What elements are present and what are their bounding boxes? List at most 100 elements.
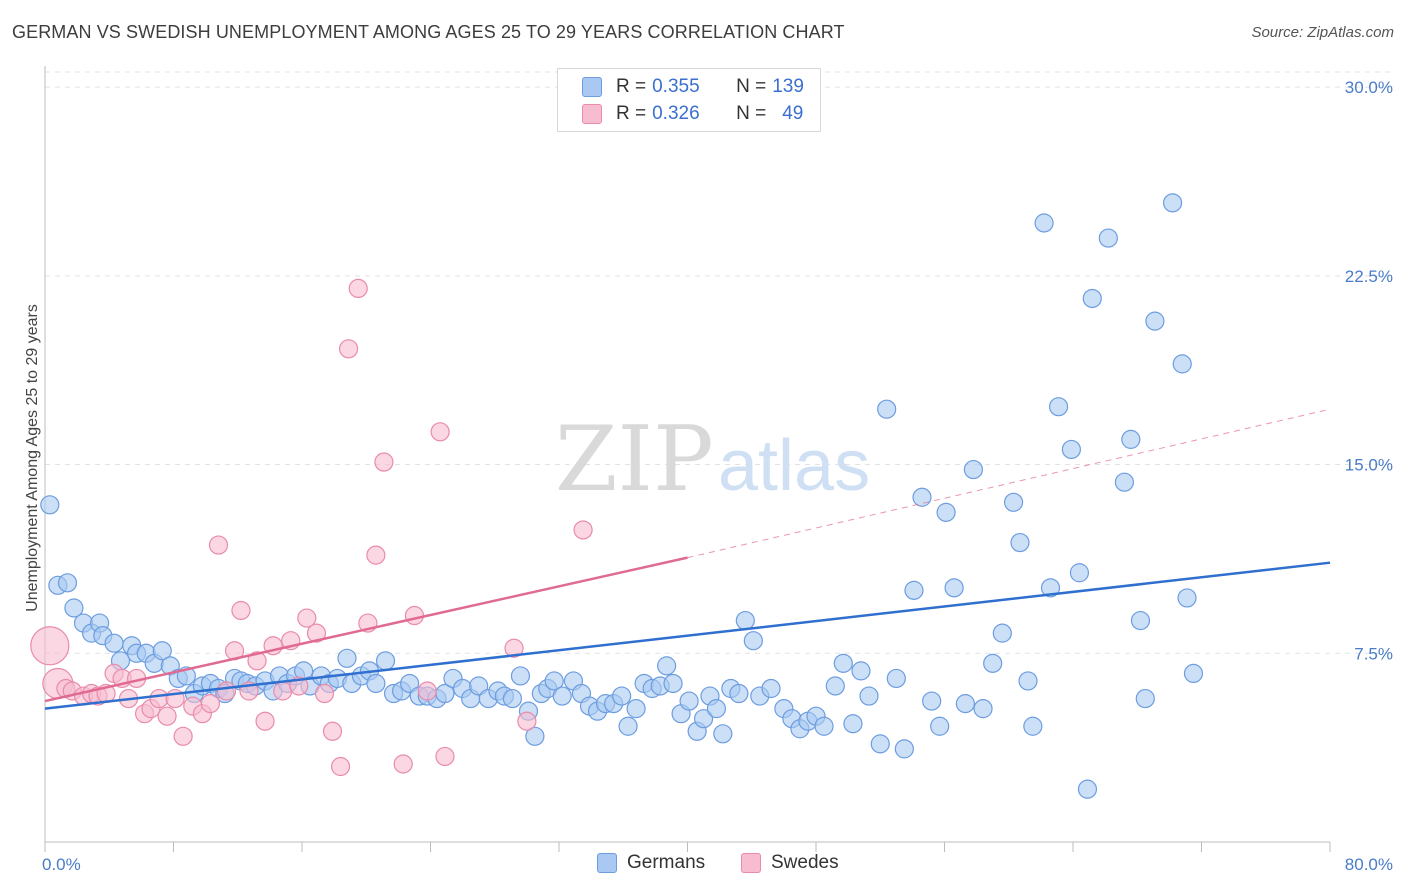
german-point (366, 673, 386, 694)
swede-point (430, 422, 450, 442)
swede-point (573, 520, 593, 540)
german-point (729, 683, 749, 704)
german-point (936, 502, 956, 522)
swedes-trend-line (44, 556, 688, 703)
swede-point (348, 278, 368, 299)
german-point (944, 578, 964, 598)
swede-point (149, 688, 169, 709)
trend-lines (44, 408, 1331, 710)
swede-point (366, 545, 386, 565)
legend-n-label: N = (736, 76, 767, 97)
german-point (833, 653, 853, 673)
german-point (1135, 688, 1155, 709)
german-point (1098, 228, 1118, 248)
legend-n-value: 139 (772, 76, 804, 97)
bottom-legend-swedes: Swedes (741, 852, 839, 874)
german-point (510, 666, 531, 686)
german-point (1034, 213, 1054, 233)
swede-point (273, 681, 293, 701)
german-point (992, 623, 1012, 643)
legend-r-value: 0.355 (652, 76, 700, 97)
swede-point (504, 638, 524, 658)
swede-point (216, 681, 237, 701)
german-point (761, 678, 781, 699)
legend-swatch-swedes (582, 104, 602, 124)
german-point (40, 495, 60, 515)
tick-labels: 7.5% 15.0% 22.5% 30.0% 0.0% 80.0% (42, 78, 1393, 874)
german-point (859, 686, 879, 706)
x-tick-label: 80.0% (1345, 855, 1393, 874)
german-point (612, 686, 632, 706)
german-point (1121, 429, 1141, 449)
german-point (1023, 716, 1043, 736)
swede-point (374, 452, 394, 472)
german-point (693, 709, 714, 729)
legend-r-label: R = (616, 76, 647, 97)
swede-point (200, 694, 221, 714)
swede-point (173, 726, 193, 746)
german-point (57, 573, 78, 593)
german-point (877, 399, 897, 419)
german-point (1061, 439, 1081, 460)
german-point (1040, 578, 1061, 598)
german-point (894, 739, 914, 759)
legend-r-label: R = (616, 103, 647, 124)
watermark-atlas: atlas (718, 426, 870, 506)
source-label: Source: ZipAtlas.com (1251, 24, 1394, 41)
german-point (904, 580, 924, 600)
german-point (663, 673, 683, 694)
swede-point (404, 605, 425, 626)
swede-point (322, 721, 343, 741)
german-point (525, 726, 545, 746)
watermark-zip: ZIP (555, 407, 714, 512)
axes (44, 66, 1331, 852)
german-point (886, 668, 906, 689)
german-point (552, 686, 572, 706)
swede-point (314, 683, 335, 704)
german-point (657, 656, 677, 676)
german-point (679, 691, 699, 711)
german-point (1010, 532, 1030, 553)
german-point (1177, 588, 1197, 608)
x-tick-label: 0.0% (42, 855, 81, 874)
swede-point (417, 681, 437, 701)
legend-row-swedes: R = 0.326 N = 49 (582, 102, 803, 126)
german-point (1114, 472, 1135, 492)
german-point (963, 459, 984, 480)
swede-point (306, 623, 327, 643)
swede-point (255, 711, 275, 731)
german-point (1069, 563, 1090, 583)
swede-point (330, 756, 351, 777)
bottom-legend-label-swedes: Swedes (771, 852, 839, 873)
german-point (825, 676, 845, 696)
german-point (706, 699, 727, 719)
swede-point (297, 608, 317, 628)
german-point (973, 699, 993, 719)
german-point (1172, 354, 1192, 374)
legend-swatch-germans (582, 77, 602, 97)
german-point (743, 631, 763, 651)
german-point (1130, 610, 1151, 631)
swede-point (393, 754, 413, 774)
german-point (735, 610, 755, 631)
y-tick-label: 22.5% (1345, 267, 1393, 286)
bottom-legend-germans: Germans (597, 852, 705, 874)
chart-title: GERMAN VS SWEDISH UNEMPLOYMENT AMONG AGE… (12, 22, 845, 42)
bottom-legend-swatch-swedes (741, 853, 761, 873)
german-point (104, 633, 124, 653)
german-point (375, 651, 396, 671)
germans-trend-line (44, 561, 1331, 710)
german-point (618, 716, 638, 736)
german-point (544, 671, 564, 691)
german-point (1183, 663, 1204, 684)
y-tick-label: 30.0% (1345, 78, 1393, 97)
legend-row-germans: R = 0.355 N = 139 (582, 75, 804, 99)
swede-point (30, 626, 70, 666)
german-point (502, 688, 523, 709)
swede-point (208, 535, 229, 555)
legend-r-value: 0.326 (652, 103, 700, 124)
legend-n-value: 49 (782, 103, 804, 124)
german-point (1018, 671, 1038, 691)
german-point (1048, 397, 1069, 417)
